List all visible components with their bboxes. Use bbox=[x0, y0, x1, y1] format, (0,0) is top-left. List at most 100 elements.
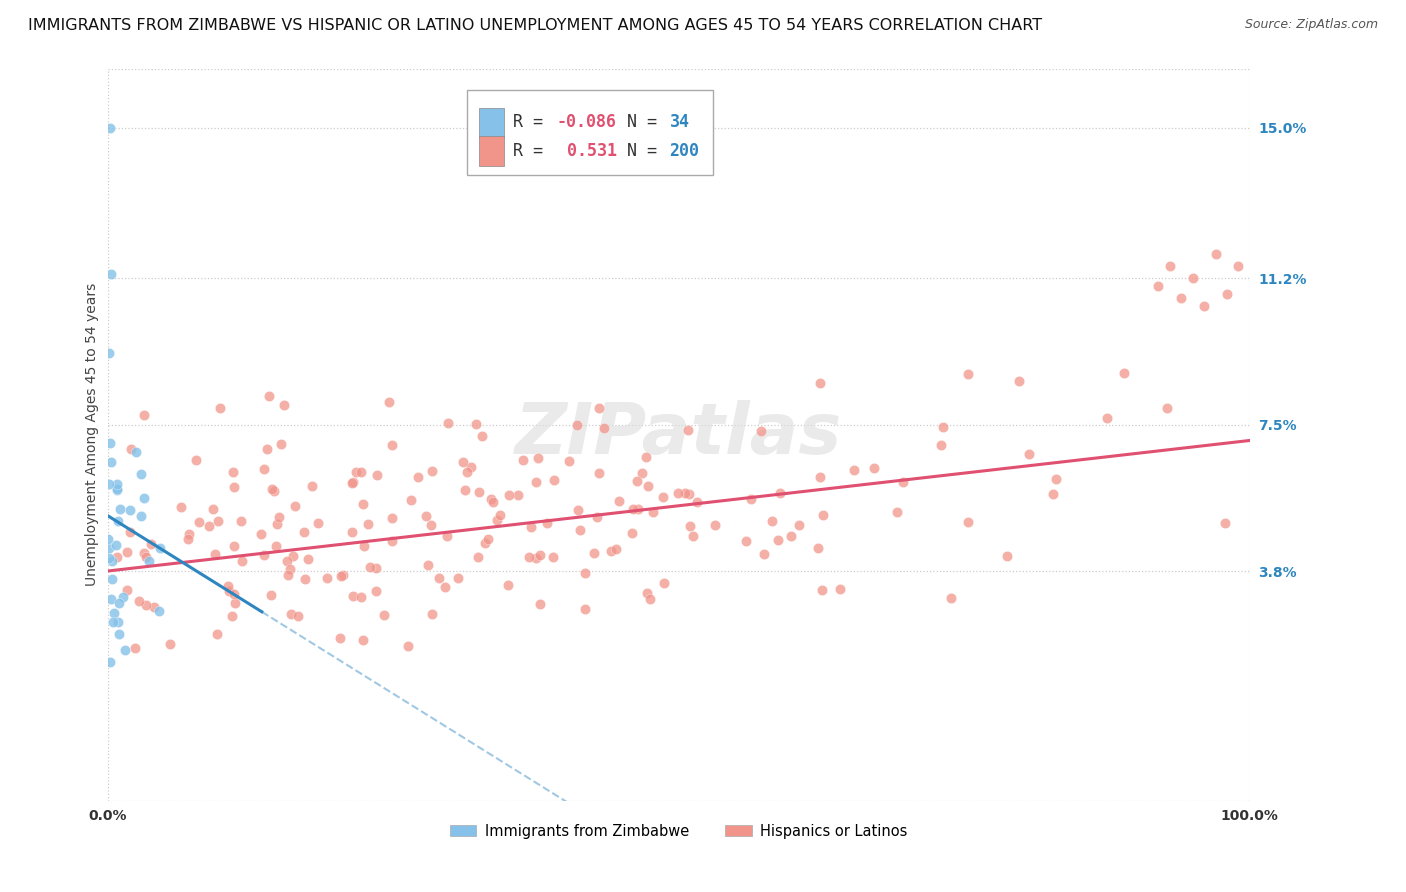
Point bbox=[1045, 472, 1067, 486]
Point bbox=[273, 398, 295, 412]
Point bbox=[278, 561, 301, 575]
Point bbox=[517, 550, 540, 565]
Point bbox=[97, 532, 120, 546]
Point bbox=[101, 554, 124, 568]
Point bbox=[704, 517, 727, 532]
Point bbox=[460, 460, 482, 475]
Point bbox=[115, 545, 138, 559]
Point bbox=[651, 490, 673, 504]
Point bbox=[995, 549, 1018, 564]
Point bbox=[250, 526, 273, 541]
Point bbox=[569, 523, 592, 537]
Point bbox=[380, 533, 402, 548]
Text: R =: R = bbox=[513, 142, 553, 160]
Point bbox=[420, 607, 443, 621]
Point bbox=[115, 583, 138, 598]
Point bbox=[811, 508, 834, 522]
Point bbox=[1213, 516, 1236, 530]
Point bbox=[682, 529, 704, 543]
Point bbox=[828, 582, 851, 596]
Point bbox=[134, 408, 156, 422]
Point bbox=[149, 541, 172, 555]
Point bbox=[135, 549, 157, 564]
Point bbox=[280, 607, 302, 622]
Point bbox=[112, 590, 135, 604]
Point bbox=[891, 475, 914, 490]
Point bbox=[588, 467, 610, 481]
Point bbox=[170, 500, 193, 514]
Point bbox=[97, 541, 120, 555]
Point bbox=[202, 502, 225, 516]
Point bbox=[666, 485, 689, 500]
Point bbox=[377, 395, 399, 409]
Point bbox=[284, 499, 307, 513]
Point bbox=[524, 475, 547, 489]
Point bbox=[263, 483, 285, 498]
Point bbox=[101, 572, 124, 586]
Point bbox=[129, 509, 152, 524]
Point bbox=[565, 418, 588, 433]
Point bbox=[541, 550, 564, 565]
Point bbox=[481, 492, 503, 507]
Point bbox=[107, 514, 129, 528]
Point bbox=[342, 475, 364, 489]
Point bbox=[631, 466, 654, 480]
Point bbox=[477, 532, 499, 546]
Point bbox=[638, 592, 661, 607]
Point bbox=[98, 435, 121, 450]
Text: 34: 34 bbox=[669, 113, 689, 131]
Point bbox=[292, 525, 315, 540]
Point bbox=[143, 600, 166, 615]
Point bbox=[486, 513, 509, 527]
Point bbox=[863, 461, 886, 475]
Point bbox=[583, 545, 606, 559]
Point bbox=[1159, 260, 1181, 274]
Point bbox=[104, 537, 127, 551]
Point bbox=[620, 525, 643, 540]
Point bbox=[939, 591, 962, 606]
Point bbox=[471, 429, 494, 443]
Point bbox=[447, 571, 470, 585]
Point bbox=[506, 488, 529, 502]
Point bbox=[231, 554, 253, 568]
Point bbox=[524, 551, 547, 566]
Point bbox=[474, 535, 496, 549]
Point bbox=[1170, 291, 1192, 305]
Point bbox=[808, 470, 831, 484]
Point bbox=[627, 501, 650, 516]
Point bbox=[593, 421, 616, 435]
Legend: Immigrants from Zimbabwe, Hispanics or Latinos: Immigrants from Zimbabwe, Hispanics or L… bbox=[444, 818, 914, 845]
Point bbox=[148, 604, 170, 618]
Point bbox=[204, 547, 226, 561]
Point bbox=[139, 536, 162, 550]
Point bbox=[135, 598, 157, 612]
Point bbox=[260, 589, 283, 603]
Point bbox=[956, 367, 979, 381]
Point bbox=[679, 518, 702, 533]
Point bbox=[754, 547, 776, 561]
Point bbox=[177, 527, 200, 541]
Point bbox=[229, 514, 252, 528]
Point bbox=[98, 655, 121, 669]
Point bbox=[357, 517, 380, 532]
Point bbox=[558, 453, 581, 467]
Point bbox=[128, 594, 150, 608]
Point bbox=[114, 643, 136, 657]
Point bbox=[264, 539, 287, 553]
Point bbox=[626, 475, 648, 489]
Point bbox=[787, 517, 810, 532]
Point bbox=[315, 571, 337, 585]
Text: -0.086: -0.086 bbox=[557, 113, 616, 131]
Point bbox=[359, 560, 381, 574]
Point bbox=[621, 502, 644, 516]
Point bbox=[643, 505, 665, 519]
Point bbox=[221, 609, 243, 624]
Point bbox=[308, 516, 330, 530]
Point bbox=[1181, 271, 1204, 285]
Point bbox=[1192, 299, 1215, 313]
Text: N =: N = bbox=[627, 142, 668, 160]
Point bbox=[1018, 447, 1040, 461]
Point bbox=[932, 419, 955, 434]
Point bbox=[536, 516, 558, 530]
Point bbox=[588, 401, 610, 416]
